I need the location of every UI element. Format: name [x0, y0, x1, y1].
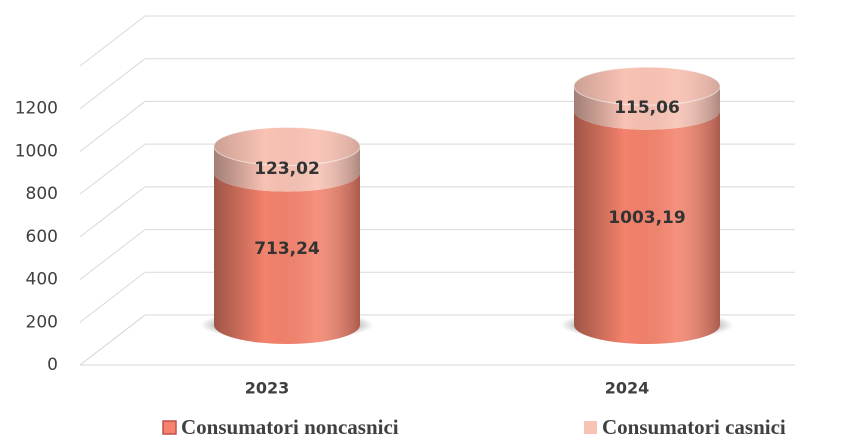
y-tick-label: 600	[26, 227, 58, 247]
bar-top-shade	[214, 127, 360, 166]
legend-marker	[162, 420, 177, 435]
x-tick-label: 2024	[605, 379, 650, 398]
bar-shade	[574, 86, 720, 130]
data-label: 115,06	[614, 98, 680, 118]
y-tick-label: 1200	[15, 99, 58, 119]
y-tick-label: 0	[47, 355, 58, 375]
x-tick-label: 2023	[245, 379, 290, 398]
bar-shade	[574, 110, 720, 344]
bar-shade	[214, 172, 360, 344]
wall-top	[79, 15, 795, 67]
y-tick-label: 1000	[15, 141, 58, 161]
y-tick-label: 800	[26, 184, 58, 204]
grid-line	[79, 58, 795, 110]
legend-marker	[584, 421, 597, 434]
legend-label: Consumatori casnici	[602, 415, 786, 439]
legend-label: Consumatori noncasnici	[181, 415, 399, 439]
bar-top-shade	[574, 67, 720, 106]
data-label: 1003,19	[608, 208, 685, 228]
data-label: 123,02	[254, 159, 320, 179]
bar-shade	[214, 146, 360, 192]
data-label: 713,24	[254, 239, 320, 259]
y-tick-label: 200	[26, 312, 58, 332]
y-tick-label: 400	[26, 270, 58, 290]
